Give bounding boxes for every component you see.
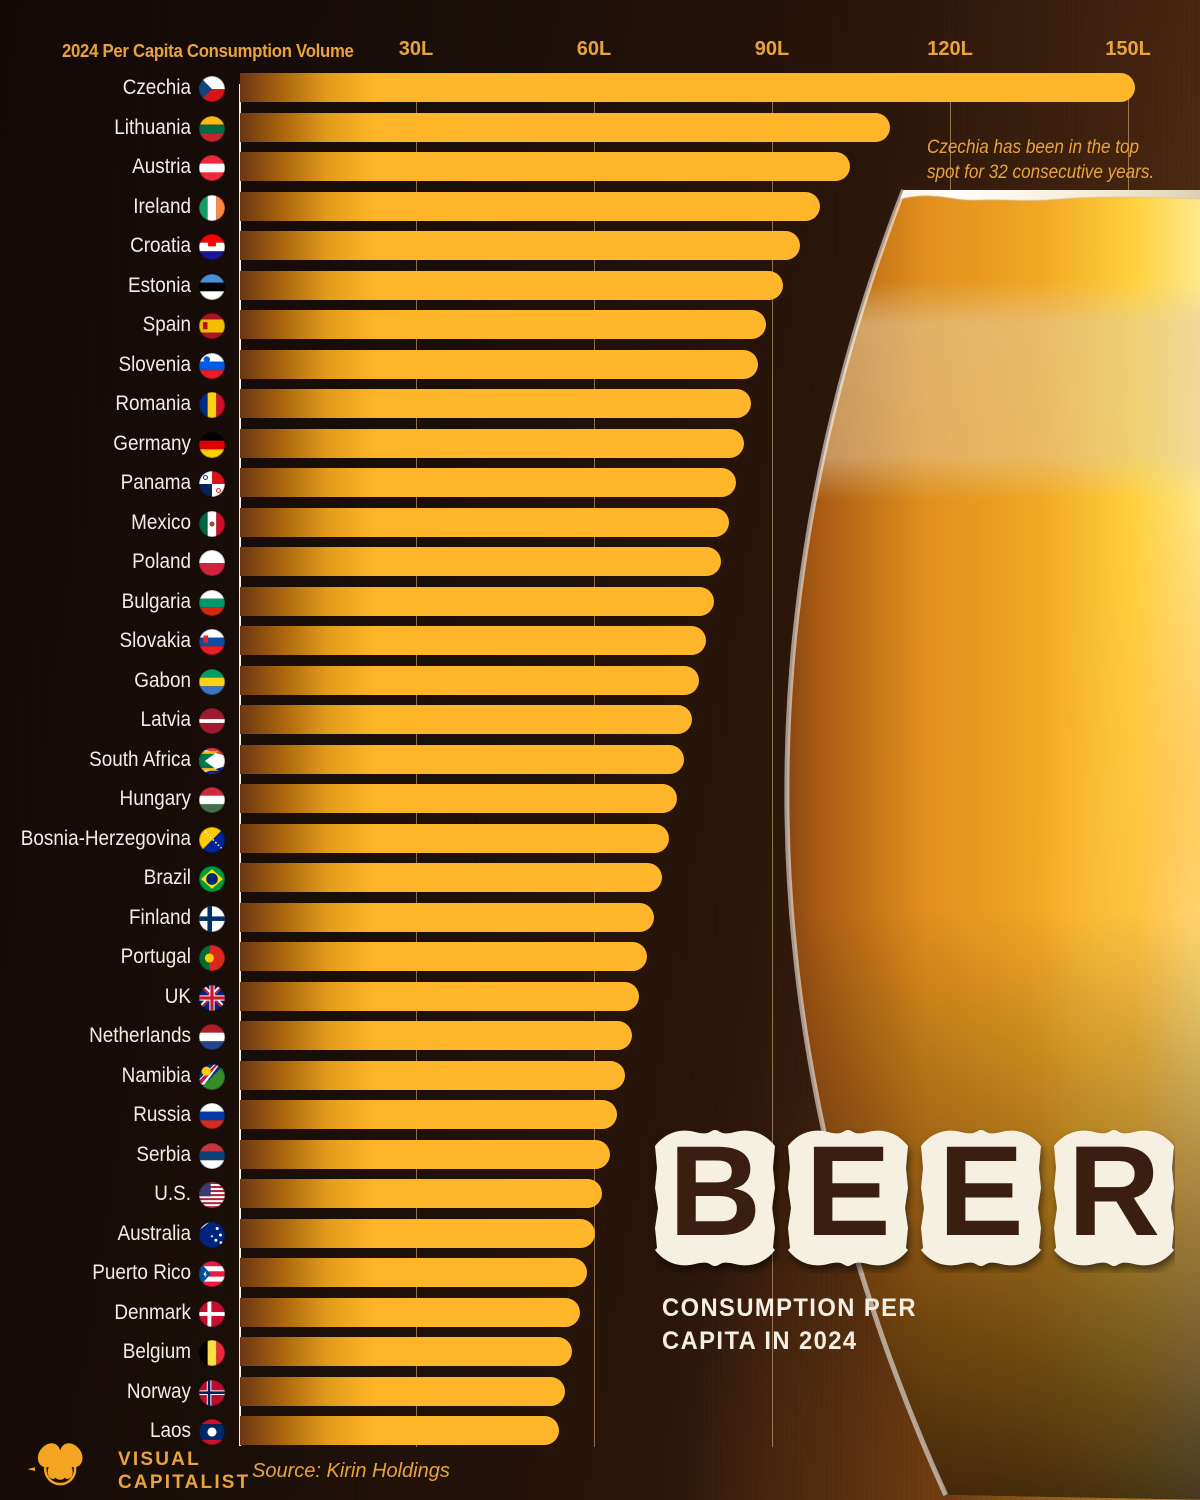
svg-text:E: E <box>938 1128 1023 1263</box>
svg-text:B: B <box>669 1128 761 1263</box>
svg-text:E: E <box>805 1128 890 1263</box>
svg-text:R: R <box>1068 1128 1160 1263</box>
